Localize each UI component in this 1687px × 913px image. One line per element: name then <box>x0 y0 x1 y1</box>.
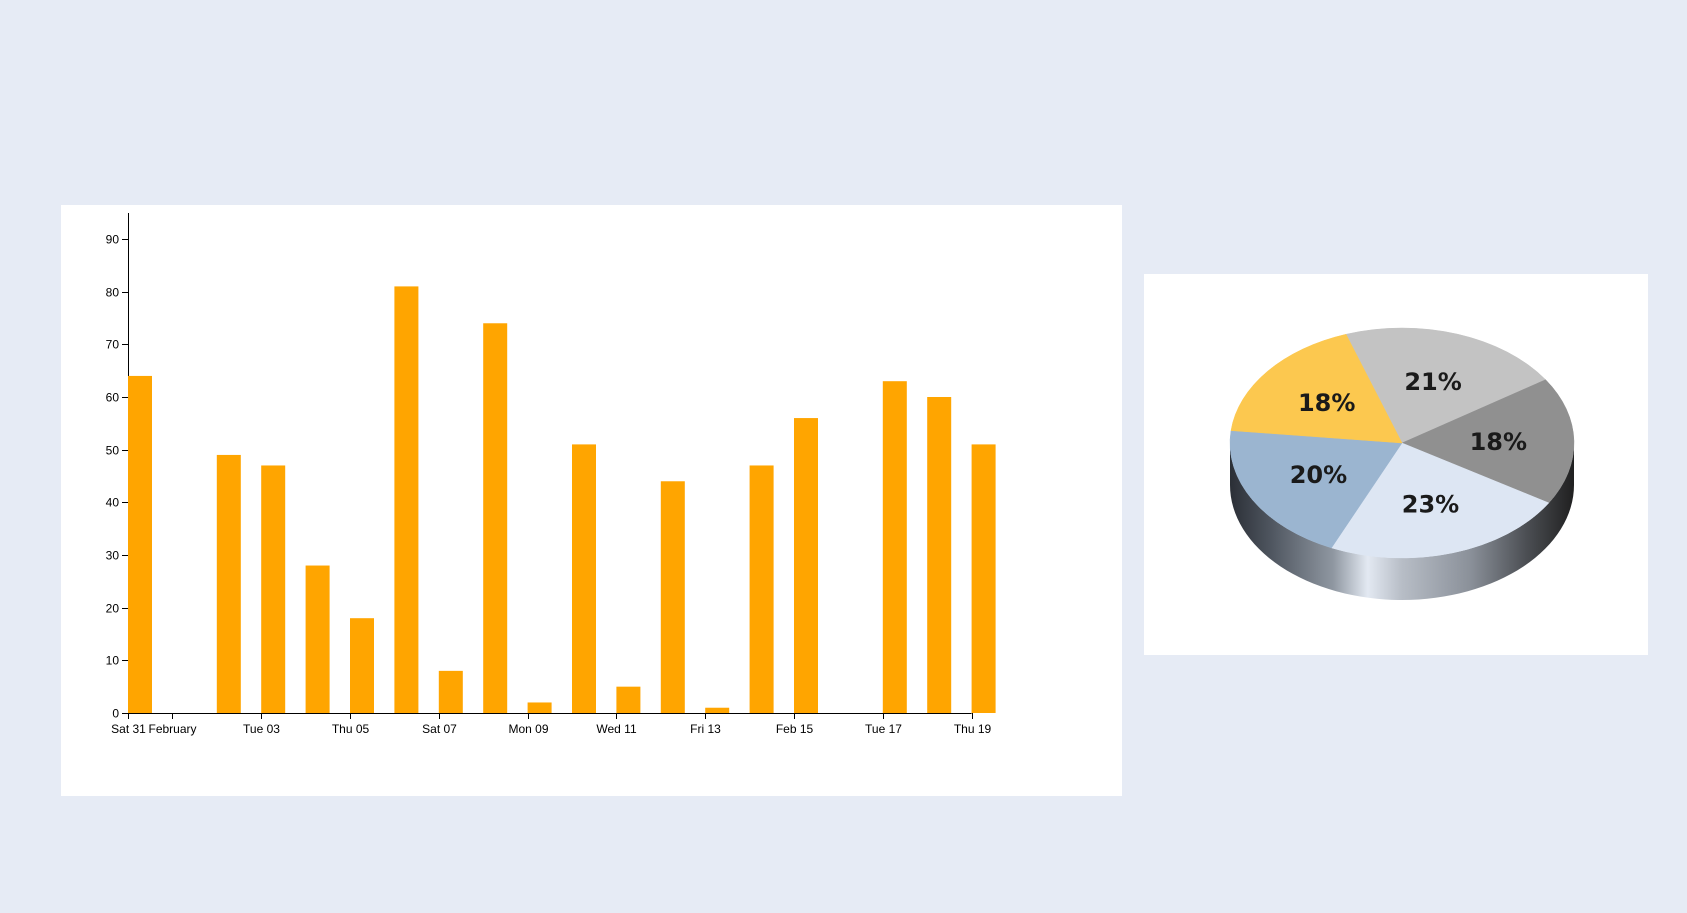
bar <box>794 418 818 713</box>
pie-slices <box>1229 327 1575 559</box>
bar <box>572 444 596 713</box>
pie-chart-panel: 21% 18% 23% 20% 18% <box>1144 274 1648 655</box>
bar <box>216 454 241 713</box>
x-tick-label: Feb 15 <box>776 722 814 736</box>
bar-chart: 0 10 20 30 40 50 60 70 80 90 Sat 31 February Tue 03… <box>106 213 996 736</box>
bar <box>749 465 774 713</box>
bar-chart-panel: 0 10 20 30 40 50 60 70 80 90 Sat 31 February Tue 03… <box>61 205 1122 796</box>
y-tick-label: 60 <box>106 391 120 405</box>
x-tick-label: Fri 13 <box>690 722 721 736</box>
y-tick-label: 40 <box>106 496 120 510</box>
bar <box>927 397 952 713</box>
pie-slice <box>1230 333 1403 444</box>
y-tick-label: 50 <box>106 444 120 458</box>
pie-slice <box>1331 442 1550 559</box>
x-tick-label: Thu 19 <box>954 722 992 736</box>
pie-chart: 21% 18% 23% 20% 18% <box>1229 327 1575 600</box>
y-axis: 0 10 20 30 40 50 60 70 80 90 <box>106 213 129 721</box>
pie-slice-label: 20% <box>1290 461 1347 489</box>
bar <box>705 707 730 713</box>
pie-slice <box>1229 430 1403 549</box>
pie-rim-side <box>1230 443 1574 600</box>
x-tick-label: Sat 07 <box>422 722 457 736</box>
bar <box>128 375 152 713</box>
x-axis: Sat 31 February Tue 03 Thu 05 Sat 07 Mon 09 We… <box>111 713 992 736</box>
y-tick-label: 20 <box>106 602 120 616</box>
bar <box>660 481 685 713</box>
bar <box>971 444 996 713</box>
pie-slice <box>1401 379 1575 504</box>
pie-rim <box>1230 443 1574 600</box>
x-tick-label: Thu 05 <box>332 722 370 736</box>
x-tick-label: Sat 31 <box>111 722 146 736</box>
bar <box>616 686 641 713</box>
x-tick-label: February <box>148 722 196 736</box>
y-tick-label: 10 <box>106 654 120 668</box>
pie-slice-label: 23% <box>1402 491 1459 519</box>
pie-labels: 21% 18% 23% 20% 18% <box>1290 368 1527 518</box>
x-tick-label: Tue 03 <box>243 722 280 736</box>
bar-series <box>128 286 996 713</box>
pie-slice-label: 21% <box>1404 368 1461 396</box>
bar <box>882 381 907 713</box>
x-tick-label: Wed 11 <box>596 722 637 736</box>
bar <box>438 670 463 713</box>
x-tick-label: Mon 09 <box>508 722 548 736</box>
bar <box>350 618 374 713</box>
bar <box>305 565 330 713</box>
bar <box>394 286 419 713</box>
bar <box>527 702 552 713</box>
y-tick-label: 80 <box>106 286 120 300</box>
y-tick-label: 30 <box>106 549 120 563</box>
y-tick-label: 90 <box>106 233 120 247</box>
pie-slice-label: 18% <box>1470 428 1527 456</box>
bar <box>483 323 508 713</box>
y-tick-label: 70 <box>106 338 120 352</box>
bar <box>261 465 286 713</box>
pie-slice <box>1345 327 1547 444</box>
pie-slice-label: 18% <box>1298 389 1355 417</box>
x-tick-label: Tue 17 <box>865 722 902 736</box>
y-tick-label: 0 <box>112 707 119 721</box>
